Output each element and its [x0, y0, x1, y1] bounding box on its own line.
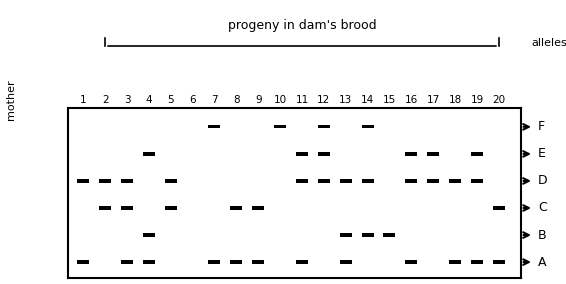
Text: 12: 12: [317, 95, 331, 105]
Text: 17: 17: [427, 95, 440, 105]
Text: 1: 1: [80, 95, 87, 105]
Text: F: F: [538, 120, 546, 133]
FancyBboxPatch shape: [296, 179, 308, 183]
FancyBboxPatch shape: [296, 260, 308, 264]
FancyBboxPatch shape: [427, 179, 439, 183]
Text: 3: 3: [123, 95, 130, 105]
FancyBboxPatch shape: [99, 179, 111, 183]
FancyBboxPatch shape: [471, 260, 483, 264]
FancyBboxPatch shape: [449, 260, 461, 264]
FancyBboxPatch shape: [383, 233, 396, 237]
Text: D: D: [538, 174, 548, 187]
FancyBboxPatch shape: [121, 260, 133, 264]
FancyBboxPatch shape: [230, 260, 242, 264]
FancyBboxPatch shape: [427, 152, 439, 156]
FancyBboxPatch shape: [208, 125, 221, 128]
Text: 13: 13: [339, 95, 353, 105]
FancyBboxPatch shape: [493, 206, 505, 210]
FancyBboxPatch shape: [252, 260, 264, 264]
FancyBboxPatch shape: [318, 179, 330, 183]
FancyBboxPatch shape: [471, 179, 483, 183]
FancyBboxPatch shape: [252, 206, 264, 210]
Text: C: C: [538, 201, 547, 214]
FancyBboxPatch shape: [493, 260, 505, 264]
Text: 7: 7: [211, 95, 218, 105]
Text: B: B: [538, 229, 547, 242]
Text: 19: 19: [470, 95, 483, 105]
Text: A: A: [538, 256, 547, 269]
Text: 9: 9: [255, 95, 261, 105]
Text: 6: 6: [189, 95, 196, 105]
Text: 15: 15: [383, 95, 396, 105]
FancyBboxPatch shape: [230, 206, 242, 210]
FancyBboxPatch shape: [449, 179, 461, 183]
FancyBboxPatch shape: [121, 179, 133, 183]
FancyBboxPatch shape: [318, 125, 330, 128]
Text: 18: 18: [448, 95, 462, 105]
FancyBboxPatch shape: [340, 233, 351, 237]
FancyBboxPatch shape: [165, 206, 177, 210]
FancyBboxPatch shape: [274, 125, 286, 128]
FancyBboxPatch shape: [405, 152, 417, 156]
FancyBboxPatch shape: [165, 179, 177, 183]
Text: 5: 5: [168, 95, 174, 105]
FancyBboxPatch shape: [318, 152, 330, 156]
FancyBboxPatch shape: [99, 206, 111, 210]
FancyBboxPatch shape: [296, 152, 308, 156]
FancyBboxPatch shape: [405, 179, 417, 183]
Text: 8: 8: [233, 95, 239, 105]
FancyBboxPatch shape: [340, 179, 351, 183]
Text: 2: 2: [102, 95, 109, 105]
FancyBboxPatch shape: [340, 260, 351, 264]
Text: 14: 14: [361, 95, 374, 105]
Text: alleles: alleles: [531, 37, 566, 48]
Text: 20: 20: [492, 95, 505, 105]
FancyBboxPatch shape: [121, 206, 133, 210]
FancyBboxPatch shape: [77, 260, 89, 264]
Text: 16: 16: [405, 95, 418, 105]
FancyBboxPatch shape: [405, 260, 417, 264]
FancyBboxPatch shape: [77, 179, 89, 183]
Text: mother: mother: [6, 80, 16, 120]
FancyBboxPatch shape: [143, 260, 155, 264]
Text: 10: 10: [273, 95, 286, 105]
Text: progeny in dam's brood: progeny in dam's brood: [228, 19, 376, 32]
Text: 4: 4: [145, 95, 152, 105]
FancyBboxPatch shape: [143, 233, 155, 237]
FancyBboxPatch shape: [208, 260, 221, 264]
FancyBboxPatch shape: [362, 125, 374, 128]
FancyBboxPatch shape: [143, 152, 155, 156]
FancyBboxPatch shape: [362, 233, 374, 237]
Text: 11: 11: [295, 95, 308, 105]
Text: E: E: [538, 147, 546, 160]
FancyBboxPatch shape: [362, 179, 374, 183]
FancyBboxPatch shape: [471, 152, 483, 156]
